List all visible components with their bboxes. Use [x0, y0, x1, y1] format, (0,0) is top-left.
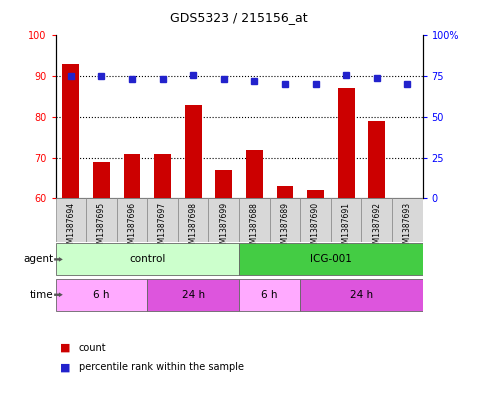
Text: control: control	[129, 254, 166, 264]
Bar	[154, 154, 171, 198]
Bar	[239, 243, 423, 275]
Text: ■: ■	[60, 362, 71, 373]
Bar	[62, 64, 79, 198]
Bar	[331, 198, 361, 242]
Bar	[270, 198, 300, 242]
Bar	[215, 170, 232, 198]
Text: GSM1387696: GSM1387696	[128, 202, 137, 253]
Text: GSM1387699: GSM1387699	[219, 202, 228, 253]
Text: GSM1387692: GSM1387692	[372, 202, 381, 253]
Text: GSM1387688: GSM1387688	[250, 202, 259, 253]
Text: GSM1387691: GSM1387691	[341, 202, 351, 253]
Bar	[300, 279, 423, 310]
Text: percentile rank within the sample: percentile rank within the sample	[79, 362, 244, 373]
Bar	[361, 198, 392, 242]
Bar	[56, 279, 147, 310]
Text: agent: agent	[23, 254, 53, 264]
Bar	[147, 198, 178, 242]
Text: GSM1387697: GSM1387697	[158, 202, 167, 253]
Bar	[147, 279, 239, 310]
Text: GSM1387698: GSM1387698	[189, 202, 198, 253]
Bar	[209, 198, 239, 242]
Bar	[86, 198, 117, 242]
Bar	[307, 190, 324, 198]
Text: GSM1387694: GSM1387694	[66, 202, 75, 253]
Text: GDS5323 / 215156_at: GDS5323 / 215156_at	[170, 11, 308, 24]
Bar	[277, 186, 293, 198]
Bar	[369, 121, 385, 198]
Text: 24 h: 24 h	[182, 290, 205, 300]
Text: GSM1387689: GSM1387689	[281, 202, 289, 253]
Bar	[93, 162, 110, 198]
Text: GSM1387695: GSM1387695	[97, 202, 106, 253]
Text: 6 h: 6 h	[93, 290, 110, 300]
Bar	[338, 88, 355, 198]
Bar	[185, 105, 201, 198]
Bar	[56, 198, 86, 242]
Text: GSM1387690: GSM1387690	[311, 202, 320, 253]
Bar	[239, 198, 270, 242]
Bar	[246, 149, 263, 198]
Bar	[124, 154, 141, 198]
Bar	[56, 243, 239, 275]
Bar	[300, 198, 331, 242]
Text: ICG-001: ICG-001	[310, 254, 352, 264]
Bar	[239, 279, 300, 310]
Bar	[178, 198, 209, 242]
Bar	[117, 198, 147, 242]
Text: ■: ■	[60, 343, 71, 353]
Text: 6 h: 6 h	[261, 290, 278, 300]
Text: time: time	[29, 290, 53, 300]
Text: 24 h: 24 h	[350, 290, 373, 300]
Text: GSM1387693: GSM1387693	[403, 202, 412, 253]
Bar	[392, 198, 423, 242]
Text: count: count	[79, 343, 106, 353]
